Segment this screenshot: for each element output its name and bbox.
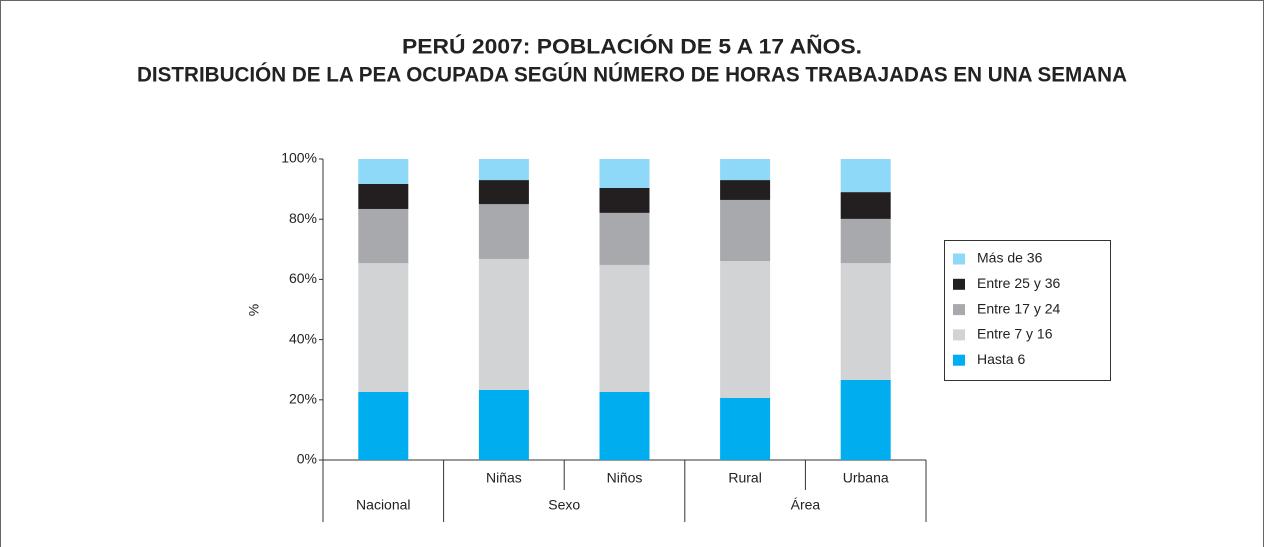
legend-swatch [953,354,965,366]
legend-swatch [953,278,965,290]
bar-segment [358,208,409,264]
bar-segment [840,218,891,264]
x-group-label: Sexo [548,497,580,513]
legend-swatch [953,304,965,316]
x-tick-label: Nacional [356,497,410,513]
x-tick-label: Rural [728,470,761,486]
legend-label: Hasta 6 [977,351,1025,367]
bar-segment [358,159,409,184]
bar-segment [840,192,891,219]
bar-segment [358,263,409,392]
bar-segment [358,183,409,209]
chart-title: DISTRIBUCIÓN DE LA PEA OCUPADA SEGÚN NÚM… [137,63,1127,87]
bar-segment [840,379,891,460]
legend-label: Entre 17 y 24 [977,300,1060,316]
bar-segment [599,159,650,188]
x-tick-label: Niñas [486,470,522,486]
y-tick-label: 60% [289,270,317,286]
bar-segment [599,212,650,265]
y-tick-label: 100% [281,150,317,166]
legend-box [944,240,1111,381]
bar-segment [478,389,529,460]
legend-label: Más de 36 [977,250,1043,266]
bar-segment [720,180,771,200]
legend-label: Entre 25 y 36 [977,275,1060,291]
bar-segment [478,204,529,259]
bar-segment [478,258,529,390]
bar-segment [599,391,650,460]
x-tick-label: Niños [607,470,643,486]
bar-segment [599,264,650,392]
bar-segment [720,199,771,262]
bar-segment [840,159,891,193]
legend-swatch [953,329,965,341]
bar-segment [720,159,771,181]
x-group-label: Área [791,497,821,513]
bar-segment [358,391,409,460]
bar-segment [478,159,529,181]
y-tick-label: 40% [289,330,317,346]
y-axis-label: % [246,304,262,316]
y-tick-label: 80% [289,210,317,226]
x-tick-label: Urbana [843,470,889,486]
bar-segment [840,263,891,380]
y-tick-label: 20% [289,391,317,407]
bar-segment [478,180,529,205]
bar-segment [720,261,771,398]
chart-title: PERÚ 2007: POBLACIÓN DE 5 A 17 AÑOS. [402,35,862,59]
bar-segment [599,187,650,213]
legend-swatch [953,253,965,265]
bar-segment [720,397,771,460]
legend-label: Entre 7 y 16 [977,326,1053,342]
y-tick-label: 0% [297,451,317,467]
